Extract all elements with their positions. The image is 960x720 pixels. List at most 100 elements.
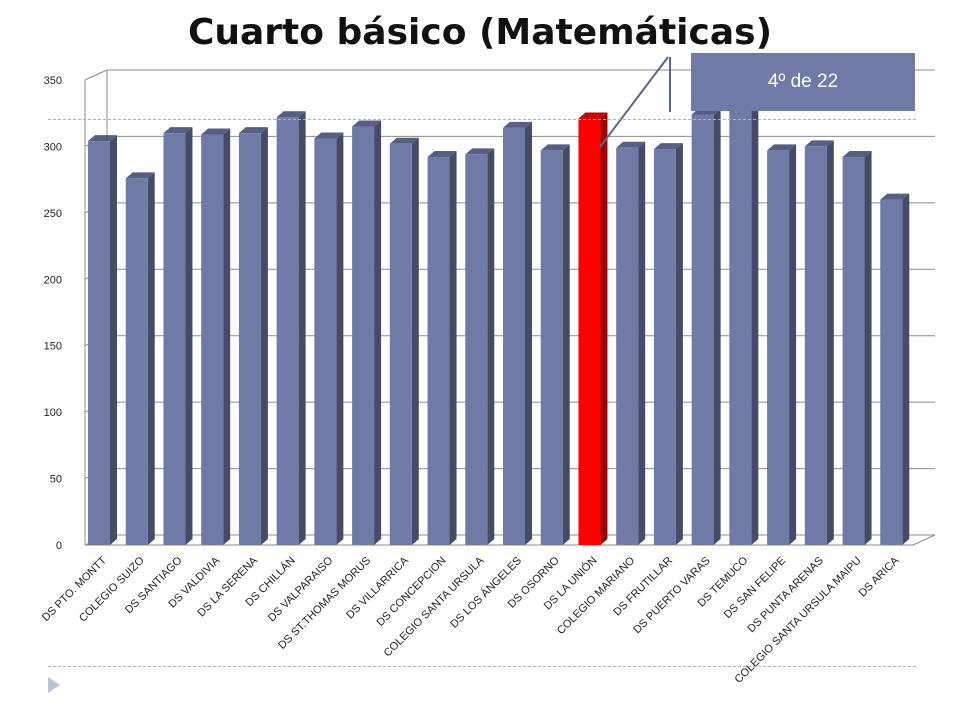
bar-side: [902, 193, 910, 546]
bar-side: [185, 127, 193, 546]
y-tick-label: 50: [50, 474, 62, 486]
bar: [616, 141, 646, 545]
bar-top: [352, 120, 382, 127]
y-tick-label: 200: [44, 274, 62, 286]
bar-side: [864, 151, 872, 546]
bar-top: [238, 127, 268, 134]
x-tick-label: COLEGIO SUIZO: [77, 554, 147, 624]
y-tick-label: 0: [56, 540, 62, 552]
bar-front: [804, 146, 827, 545]
bar: [314, 132, 344, 545]
bar: [163, 127, 193, 546]
bar: [691, 108, 721, 546]
bar: [503, 121, 532, 545]
bar: [201, 128, 231, 545]
bar-side: [298, 111, 306, 545]
y-tick-label: 350: [44, 75, 62, 87]
bar-front: [163, 133, 186, 545]
footer-divider: [48, 666, 916, 667]
y-tick-label: 300: [44, 141, 62, 153]
bar-side: [525, 121, 532, 545]
bar-front: [729, 110, 752, 546]
bar-front: [125, 178, 148, 546]
bar: [842, 151, 872, 546]
bar-top: [578, 112, 608, 119]
bar-front: [503, 127, 525, 545]
bar-side: [751, 104, 759, 546]
x-tick-label: DS VALPARAISO: [266, 554, 336, 624]
gridline-side: [84, 69, 108, 81]
bar-side: [638, 141, 646, 545]
bar-front: [578, 118, 601, 546]
bar-top: [125, 172, 155, 179]
y-tick-label: 100: [44, 407, 62, 419]
bar-top: [503, 121, 532, 128]
bar-front: [427, 157, 450, 546]
bar-front: [389, 143, 412, 545]
bar: [88, 135, 117, 545]
x-tick-label: DS LOS ÁNGELES: [447, 554, 524, 631]
y-tick-labels: 0 50 100 150 200 250 300 350: [44, 75, 62, 552]
bar-top: [163, 127, 193, 134]
bar-top: [389, 137, 419, 144]
bar: [465, 148, 495, 545]
bar: [276, 111, 306, 545]
bar-side: [826, 140, 834, 545]
bar: [653, 143, 683, 546]
bar-front: [767, 150, 790, 545]
bar-front: [842, 157, 865, 546]
x-tick-label: DS ARICA: [857, 554, 902, 599]
bar-side: [789, 144, 797, 545]
bar-side: [110, 135, 117, 545]
bar: [729, 104, 759, 546]
bar-top: [616, 141, 646, 148]
bar-front: [691, 114, 714, 546]
bar-side: [223, 128, 231, 545]
bar-top: [201, 128, 231, 135]
bar: [880, 193, 910, 546]
y-tick-label: 250: [44, 208, 62, 220]
bar: [238, 127, 268, 546]
bar-front: [616, 147, 639, 545]
bar-side: [374, 120, 382, 545]
bar-top: [88, 135, 117, 142]
bar-top: [767, 144, 797, 151]
bar: [578, 112, 608, 546]
y-tick-label: 150: [44, 341, 62, 353]
bar: [352, 120, 382, 545]
bar-top: [804, 140, 834, 147]
bar-front: [540, 150, 563, 545]
bar-side: [336, 132, 344, 545]
bar-front: [276, 117, 299, 545]
bar: [427, 151, 457, 546]
bar-front: [352, 126, 375, 545]
bar-side: [487, 148, 495, 545]
bar-side: [147, 172, 155, 546]
x-tick-label: DS PTO. MONTT: [40, 554, 109, 623]
bar-top: [314, 132, 344, 139]
bar: [125, 172, 155, 546]
bar: [804, 140, 834, 545]
rank-callout: 4º de 22: [691, 53, 915, 111]
bar-side: [411, 137, 419, 545]
bar-front: [653, 149, 676, 546]
bar-top: [276, 111, 306, 118]
bar-side: [713, 108, 721, 546]
bar-top: [465, 148, 495, 155]
bar-top: [842, 151, 872, 158]
bar-front: [880, 199, 903, 546]
bar: [389, 137, 419, 545]
bar: [767, 144, 797, 545]
bar-front: [88, 141, 110, 545]
bar-top: [653, 143, 683, 150]
slide-title: Cuarto básico (Matemáticas): [187, 12, 773, 53]
play-bullet-icon: [48, 677, 60, 693]
bars: [88, 104, 910, 546]
bar-side: [260, 127, 268, 546]
floor-edge: [912, 534, 936, 546]
header-divider: [48, 119, 916, 120]
bar-top: [427, 151, 457, 158]
bar-front: [201, 134, 224, 545]
callout-pointer: [599, 56, 669, 148]
